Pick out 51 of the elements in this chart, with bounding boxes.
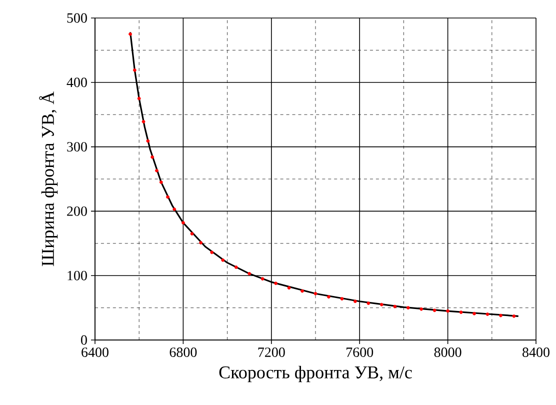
point bbox=[300, 289, 304, 293]
point bbox=[353, 300, 357, 304]
point bbox=[393, 304, 397, 308]
y-tick-label: 500 bbox=[67, 13, 87, 23]
point bbox=[248, 272, 252, 276]
point bbox=[190, 232, 194, 236]
point bbox=[150, 155, 154, 159]
point bbox=[221, 258, 225, 262]
point bbox=[137, 96, 141, 100]
x-tick-label: 7200 bbox=[258, 348, 285, 357]
point bbox=[132, 68, 136, 72]
point bbox=[210, 250, 214, 254]
point bbox=[234, 266, 238, 269]
x-tick-label: 7600 bbox=[346, 348, 374, 357]
point bbox=[380, 302, 384, 306]
point bbox=[146, 139, 150, 143]
point bbox=[314, 292, 318, 296]
x-axis-title: Скорость фронта УВ, м/с bbox=[219, 366, 412, 382]
point bbox=[159, 180, 163, 184]
point bbox=[459, 310, 463, 314]
y-tick-label: 0 bbox=[81, 335, 87, 345]
point bbox=[366, 302, 370, 305]
point bbox=[274, 282, 278, 286]
point bbox=[446, 309, 450, 313]
y-tick-label: 400 bbox=[66, 78, 87, 88]
point bbox=[155, 168, 158, 172]
point bbox=[166, 195, 170, 199]
point bbox=[340, 297, 344, 300]
point bbox=[182, 221, 185, 224]
y-tick-label: 200 bbox=[67, 206, 87, 216]
x-tick-label: 6400 bbox=[82, 348, 108, 357]
x-tick-label: 8000 bbox=[434, 348, 462, 357]
point bbox=[406, 306, 410, 310]
y-axis-title: Ширина фронта УВ, Å bbox=[39, 92, 58, 266]
point bbox=[499, 314, 502, 318]
y-tick-label: 100 bbox=[68, 270, 87, 280]
x-tick-label: 8400 bbox=[522, 348, 550, 357]
point bbox=[327, 295, 330, 299]
point bbox=[260, 277, 264, 281]
point bbox=[472, 312, 476, 316]
point bbox=[420, 307, 424, 311]
x-tick-label: 6800 bbox=[170, 348, 197, 357]
point bbox=[287, 286, 291, 290]
point bbox=[432, 308, 436, 312]
point bbox=[142, 120, 146, 124]
point bbox=[512, 314, 516, 318]
point bbox=[486, 312, 490, 316]
y-tick-label: 300 bbox=[67, 142, 87, 152]
point bbox=[172, 208, 176, 211]
point bbox=[199, 241, 203, 244]
point bbox=[128, 32, 132, 36]
